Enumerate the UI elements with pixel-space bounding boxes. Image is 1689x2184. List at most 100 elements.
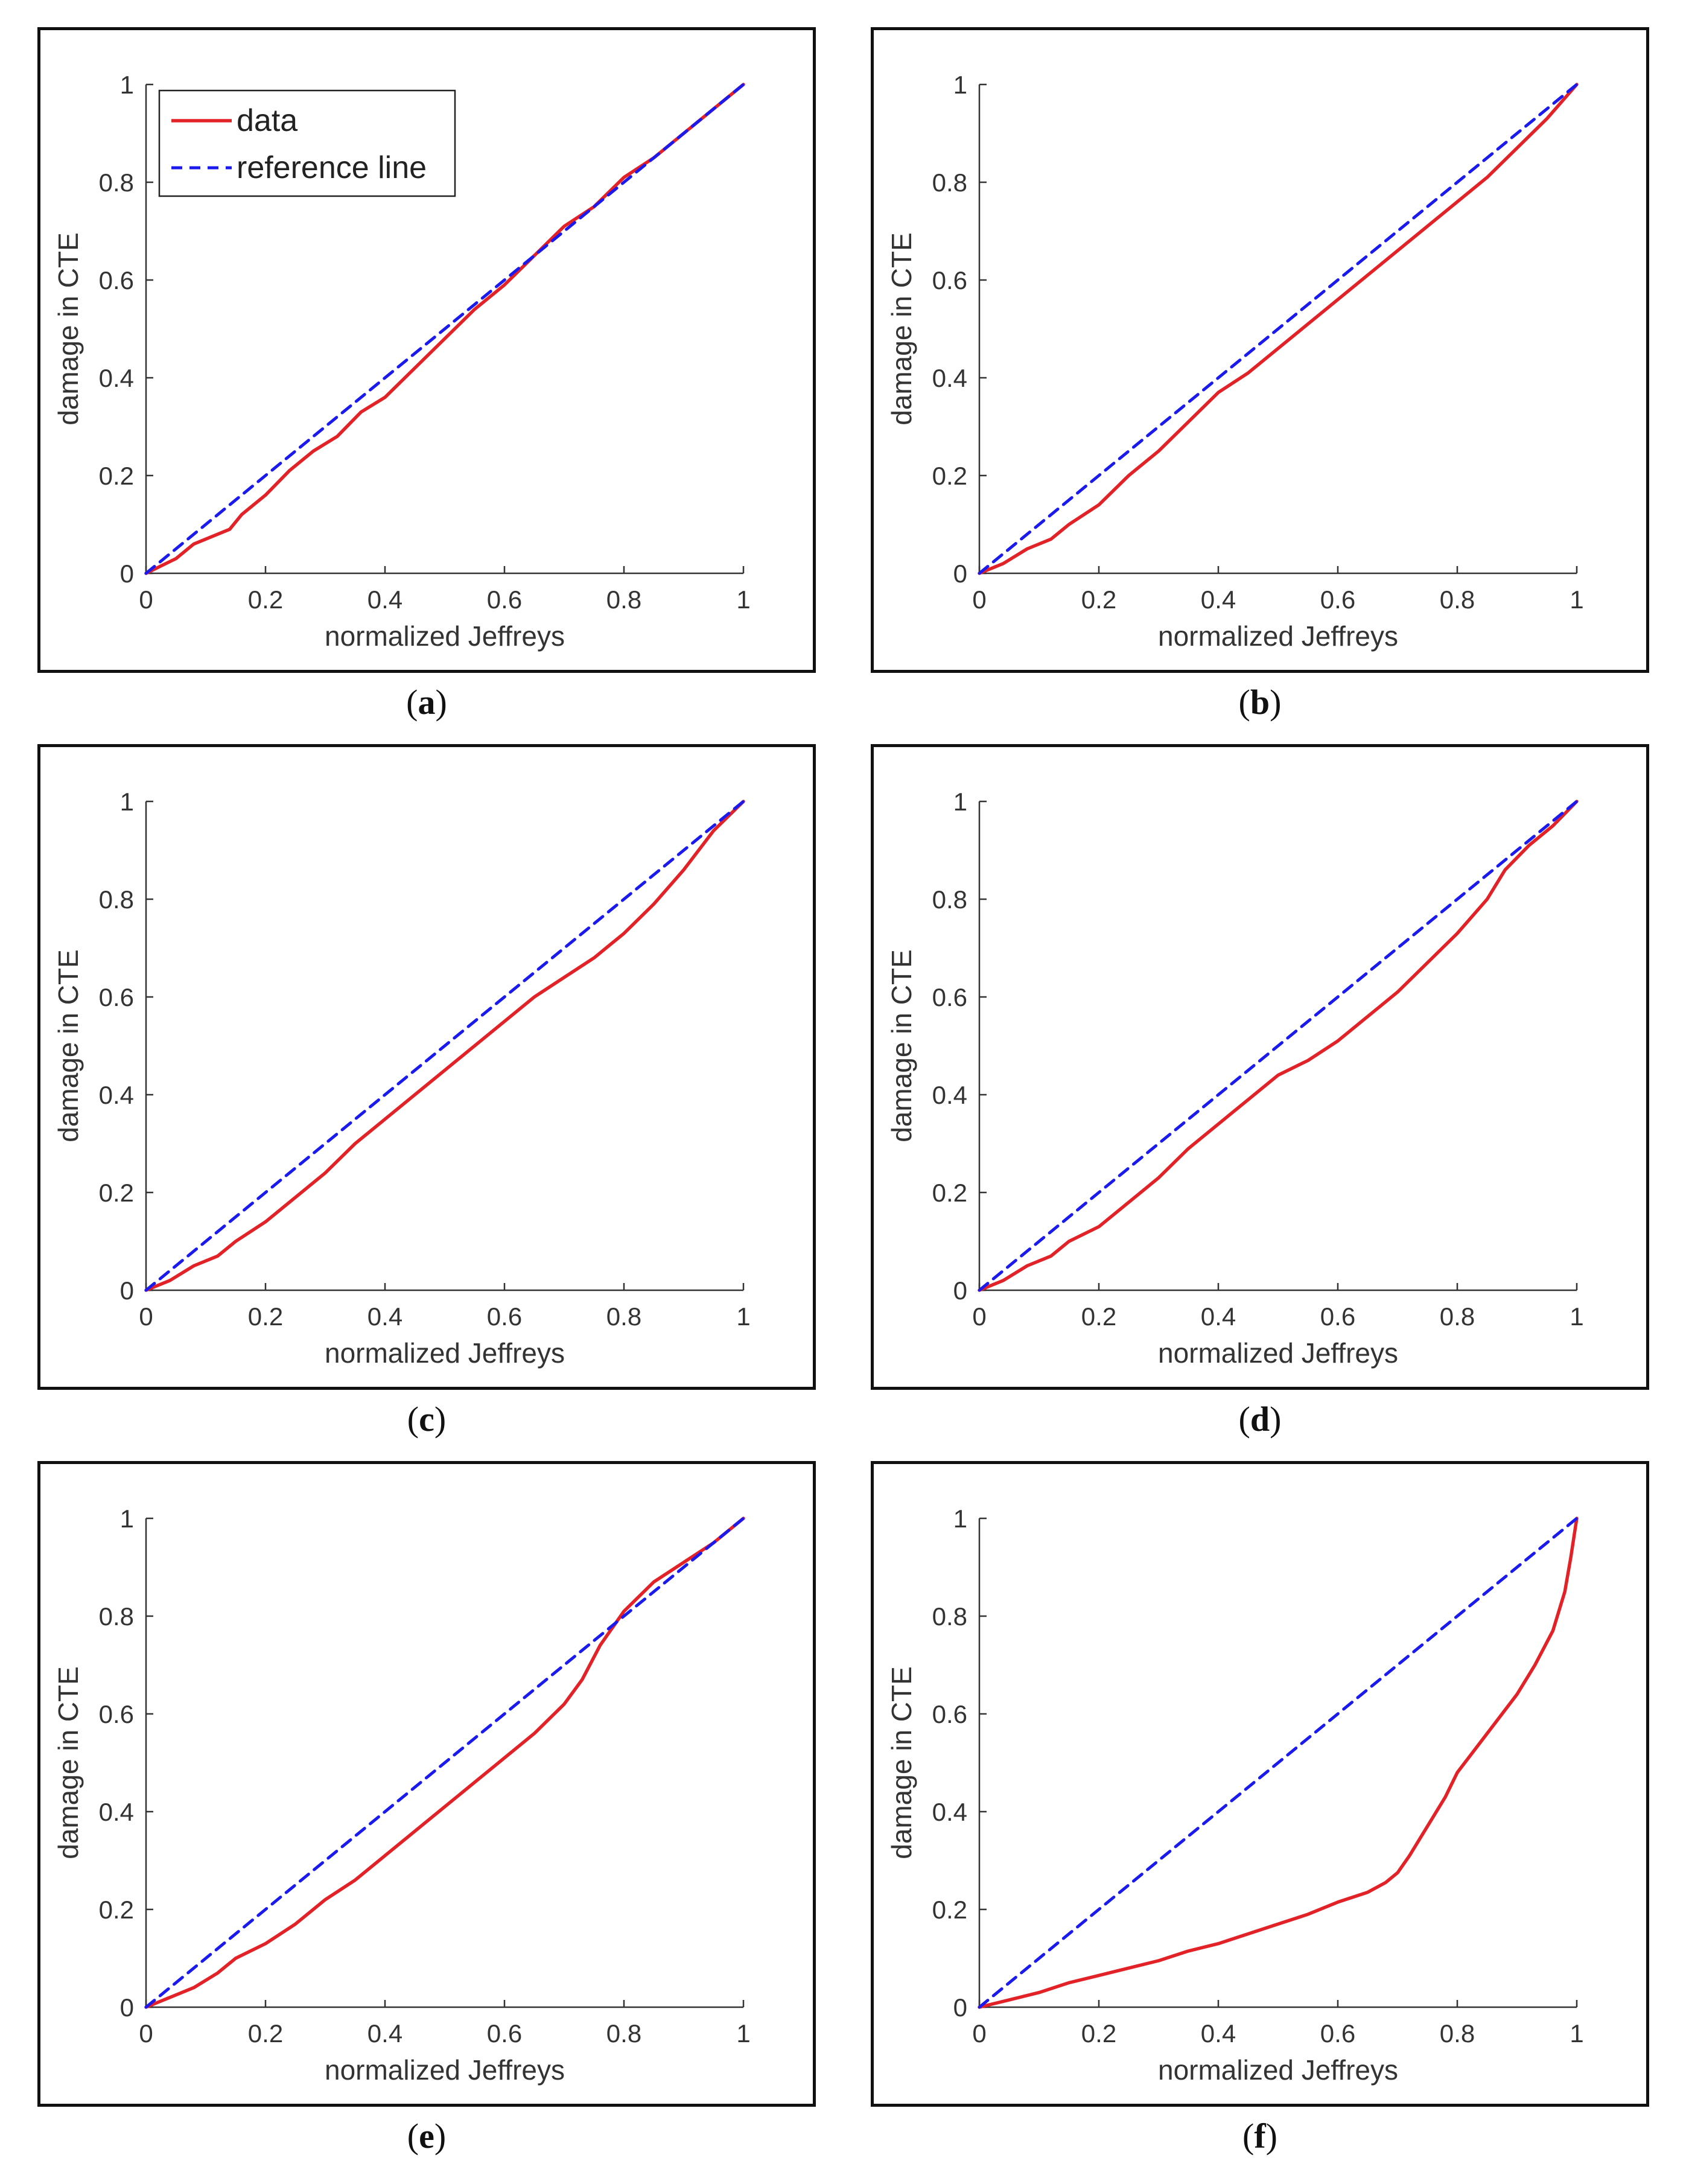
y-tick-label: 0.2 [99,462,134,490]
x-tick-label: 0.4 [1201,585,1236,614]
x-tick-label: 0 [972,1302,986,1331]
y-tick-label: 0.6 [99,266,134,294]
reference-line-series [978,800,1579,1292]
y-tick-label: 0.4 [932,1081,967,1109]
data-line-series [978,800,1579,1292]
y-tick-label: 0.2 [99,1179,134,1207]
y-tick-label: 0 [953,1993,967,2022]
y-tick-label: 0.6 [932,983,967,1011]
y-tick-label: 0 [120,559,134,588]
x-tick-label: 0.6 [1320,2019,1355,2048]
y-tick-label: 1 [120,71,134,99]
y-tick-label: 0.2 [99,1896,134,1924]
x-tick-label: 1 [1570,585,1583,614]
x-tick-label: 0.6 [1320,585,1355,614]
x-tick-label: 0 [972,2019,986,2048]
caption-close-paren: ) [1270,683,1282,722]
y-tick-label: 0.6 [932,266,967,294]
panel-caption: (a) [37,682,816,722]
caption-close-paren: ) [434,1399,447,1439]
x-tick-label: 0.2 [248,1302,283,1331]
x-tick-label: 0.4 [367,1302,402,1331]
y-tick-label: 0 [953,559,967,588]
x-tick-label: 0.8 [1440,585,1475,614]
x-tick-label: 0 [139,585,153,614]
caption-close-paren: ) [434,2116,447,2156]
y-tick-label: 0.8 [932,1602,967,1631]
x-tick-label: 0.6 [487,2019,522,2048]
caption-letter: c [419,1399,434,1439]
x-tick-label: 0 [972,585,986,614]
legend-data-label: data [237,103,297,138]
x-tick-label: 0.4 [367,2019,402,2048]
y-tick-label: 0.4 [932,364,967,392]
y-tick-label: 0.4 [932,1798,967,1826]
chart-panel-a: 0 0.2 0.4 0.6 0.8 1 0 0.2 0.4 0.6 0.8 1 normalized J… [37,27,816,673]
y-tick-label: 0.6 [932,1700,967,1728]
panel-caption: (b) [871,682,1649,722]
y-tick-label: 0.6 [99,1700,134,1728]
data-line-series [144,1517,745,2009]
data-line-series [144,800,745,1292]
caption-letter: d [1250,1399,1270,1439]
x-tick-label: 0.4 [1201,2019,1236,2048]
reference-line-series [144,800,745,1292]
caption-close-paren: ) [1265,2116,1277,2156]
y-tick-label: 0.8 [932,885,967,914]
chart-svg: 0 0.2 0.4 0.6 0.8 1 0 0.2 0.4 0.6 0.8 1 normalized J… [886,788,1584,1369]
x-axis-label: normalized Jeffreys [325,620,565,652]
y-tick-label: 0.8 [99,168,134,197]
chart-panel-c: 0 0.2 0.4 0.6 0.8 1 0 0.2 0.4 0.6 0.8 1 normalized J… [37,744,816,1390]
chart-panel-f: 0 0.2 0.4 0.6 0.8 1 0 0.2 0.4 0.6 0.8 1 normalized J… [871,1461,1649,2107]
chart-svg: 0 0.2 0.4 0.6 0.8 1 0 0.2 0.4 0.6 0.8 1 normalized J… [52,788,751,1369]
caption-close-paren: ) [435,683,447,722]
reference-line-series [144,1517,745,2009]
x-tick-label: 1 [1570,1302,1583,1331]
y-tick-label: 1 [953,788,967,816]
y-axis-label: damage in CTE [52,949,84,1142]
x-tick-label: 0.6 [487,1302,522,1331]
x-tick-label: 1 [736,585,750,614]
data-line-series [144,83,745,575]
y-axis-label: damage in CTE [886,949,917,1142]
caption-letter: a [418,683,436,722]
x-axis-label: normalized Jeffreys [1158,2054,1398,2086]
y-tick-label: 0.2 [932,1896,967,1924]
caption-letter: e [419,2116,434,2156]
y-tick-label: 0.4 [99,1798,134,1826]
y-tick-label: 0.2 [932,462,967,490]
x-tick-label: 0.8 [606,1302,641,1331]
y-axis-label: damage in CTE [886,232,917,425]
chart-svg: 0 0.2 0.4 0.6 0.8 1 0 0.2 0.4 0.6 0.8 1 normalized J… [52,1504,751,2086]
chart-svg: 0 0.2 0.4 0.6 0.8 1 0 0.2 0.4 0.6 0.8 1 normalized J… [886,71,1584,652]
x-tick-label: 1 [736,1302,750,1331]
legend-reference-label: reference line [237,150,427,185]
x-tick-label: 0.2 [1081,585,1116,614]
x-tick-label: 0.2 [1081,1302,1116,1331]
x-axis-label: normalized Jeffreys [325,2054,565,2086]
x-tick-label: 0.4 [367,585,402,614]
panel-caption: (e) [37,2116,816,2156]
caption-open-paren: ( [1238,1399,1250,1439]
y-tick-label: 1 [953,1504,967,1533]
x-tick-label: 0.2 [248,2019,283,2048]
y-tick-label: 0 [953,1276,967,1305]
y-tick-label: 0.4 [99,1081,134,1109]
chart-panel-d: 0 0.2 0.4 0.6 0.8 1 0 0.2 0.4 0.6 0.8 1 normalized J… [871,744,1649,1390]
x-tick-label: 1 [1570,2019,1583,2048]
x-axis-label: normalized Jeffreys [325,1337,565,1369]
x-tick-label: 0.2 [1081,2019,1116,2048]
caption-letter: b [1250,683,1270,722]
y-axis-label: damage in CTE [52,1666,84,1859]
x-axis-label: normalized Jeffreys [1158,620,1398,652]
panel-caption: (c) [37,1399,816,1439]
y-axis-label: damage in CTE [52,232,84,425]
caption-open-paren: ( [407,1399,419,1439]
panel-caption: (f) [871,2116,1649,2156]
x-tick-label: 0 [139,2019,153,2048]
x-tick-label: 0.4 [1201,1302,1236,1331]
caption-open-paren: ( [1238,683,1250,722]
x-tick-label: 0.6 [1320,1302,1355,1331]
y-tick-label: 0.8 [932,168,967,197]
